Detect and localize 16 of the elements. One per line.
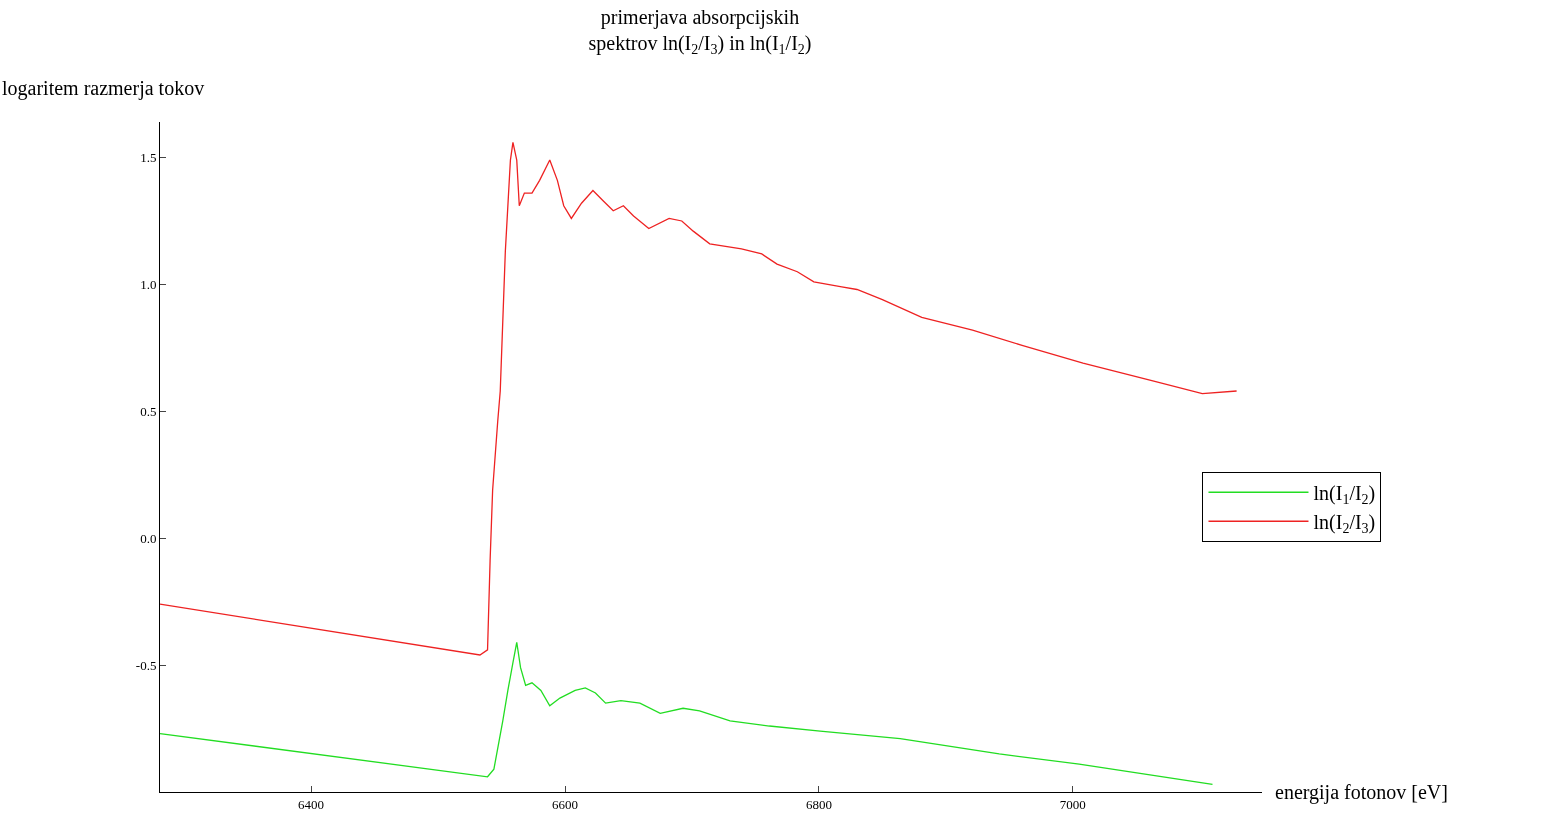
x-tick-label: 6600 <box>552 796 578 812</box>
x-tick-label: 6400 <box>298 796 325 812</box>
x-axis-title: energija fotonov [eV] <box>1275 781 1448 804</box>
y-tick-label: 1.5 <box>140 150 157 166</box>
y-tick-label: 0.5 <box>140 403 157 419</box>
line-series <box>160 641 1214 786</box>
y-tick-label: -0.5 <box>135 657 157 673</box>
x-tick-label: 7000 <box>1059 796 1086 812</box>
y-tick-label: 0.0 <box>140 530 157 546</box>
line-series <box>160 141 1238 656</box>
chart-title: primerjava absorpcijskih spektrov ln(I$_{2}$/I$_{3}$) in ln(I$_{1}$/I$_{2}$) <box>588 6 812 58</box>
x-tick-label: 6800 <box>805 796 832 812</box>
legend-label: ln(I$_{2}$/I$_{3}$) <box>1313 511 1376 537</box>
legend-label: ln(I$_{1}$/I$_{2}$) <box>1313 482 1376 508</box>
y-tick-label: 1.0 <box>140 276 157 292</box>
y-axis-title: logaritem razmerja tokov <box>2 77 205 100</box>
